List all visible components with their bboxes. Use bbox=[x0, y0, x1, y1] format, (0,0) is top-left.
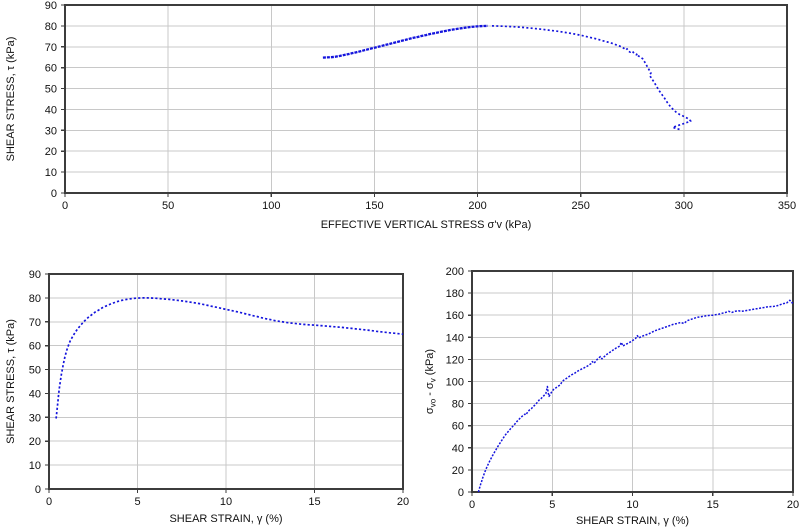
y-tick-label: 60 bbox=[452, 421, 464, 433]
stress-strain-chart: 0 5 10 15 20 0 10 20 30 40 50 60 70 80 90 SHEAR STRAIN,… bbox=[5, 269, 409, 525]
post-peak-path bbox=[491, 25, 692, 131]
y-tick-label: 0 bbox=[35, 484, 41, 496]
x-tick-label: 5 bbox=[549, 499, 555, 511]
stress-strain-chart-x-axis-label: SHEAR STRAIN, γ (%) bbox=[169, 513, 282, 525]
x-tick-label: 0 bbox=[46, 496, 52, 508]
y-tick-label: 90 bbox=[29, 269, 41, 281]
loading-path bbox=[322, 24, 488, 59]
x-tick-label: 100 bbox=[262, 200, 280, 212]
y-tick-label: 140 bbox=[446, 332, 464, 344]
tick-marks bbox=[468, 270, 794, 496]
x-tick-label: 10 bbox=[220, 496, 232, 508]
y-tick-label: 50 bbox=[45, 84, 57, 96]
x-tick-label: 15 bbox=[707, 499, 719, 511]
x-tick-label: 50 bbox=[162, 200, 174, 212]
x-tick-label: 150 bbox=[365, 200, 383, 212]
vertical-stress-change-chart-y-axis-label: σvo​ - σv​ (kPa) bbox=[424, 349, 438, 414]
y-tick-label: 100 bbox=[446, 377, 464, 389]
y-tick-label: 80 bbox=[45, 21, 57, 33]
y-tick-label: 40 bbox=[45, 104, 57, 116]
y-tick-label: 50 bbox=[29, 365, 41, 377]
stress-path-chart-y-axis-label: SHEAR STRESS, τ (kPa) bbox=[5, 37, 17, 162]
y-tick-label: 10 bbox=[45, 167, 57, 179]
y-tick-label: 200 bbox=[446, 266, 464, 278]
stress-path-chart: 0 50 100 150 200 250 300 350 0 10 20 30 40 50 60 70 80 90… bbox=[5, 0, 796, 231]
y-tick-label: 30 bbox=[29, 412, 41, 424]
y-tick-label: 70 bbox=[45, 42, 57, 54]
y-tick-label: 0 bbox=[458, 487, 464, 499]
y-tick-label: 20 bbox=[29, 436, 41, 448]
x-tick-label: 350 bbox=[778, 200, 796, 212]
x-tick-label: 20 bbox=[397, 496, 409, 508]
gridlines bbox=[49, 274, 403, 489]
stress-path-chart-x-axis-label: EFFECTIVE VERTICAL STRESS σ'v (kPa) bbox=[321, 219, 532, 231]
y-tick-label: 90 bbox=[45, 0, 57, 12]
x-tick-label: 0 bbox=[62, 200, 68, 212]
plot-frame bbox=[64, 4, 788, 194]
y-tick-label: 60 bbox=[45, 63, 57, 75]
tick-marks bbox=[61, 4, 788, 197]
gridlines bbox=[472, 271, 793, 492]
x-tick-label: 10 bbox=[626, 499, 638, 511]
x-tick-label: 300 bbox=[675, 200, 693, 212]
shear-stress-curve bbox=[55, 297, 404, 419]
x-tick-label: 20 bbox=[787, 499, 799, 511]
y-tick-label: 30 bbox=[45, 125, 57, 137]
vertical-stress-change-chart-x-axis-label: SHEAR STRAIN, γ (%) bbox=[576, 515, 689, 527]
y-tick-label: 20 bbox=[452, 465, 464, 477]
y-tick-label: 80 bbox=[29, 293, 41, 305]
y-tick-label: 120 bbox=[446, 354, 464, 366]
y-tick-label: 60 bbox=[29, 341, 41, 353]
x-tick-label: 250 bbox=[572, 200, 590, 212]
gridlines bbox=[65, 5, 787, 193]
y-tick-label: 0 bbox=[51, 188, 57, 200]
y-tick-label: 40 bbox=[29, 388, 41, 400]
x-tick-label: 5 bbox=[134, 496, 140, 508]
y-tick-label: 40 bbox=[452, 443, 464, 455]
y-tick-label: 10 bbox=[29, 460, 41, 472]
x-tick-label: 15 bbox=[308, 496, 320, 508]
y-tick-label: 80 bbox=[452, 399, 464, 411]
stress-strain-chart-y-axis-label: SHEAR STRESS, τ (kPa) bbox=[5, 319, 17, 444]
y-tick-label: 160 bbox=[446, 310, 464, 322]
y-tick-label: 180 bbox=[446, 288, 464, 300]
x-tick-label: 200 bbox=[468, 200, 486, 212]
tick-marks bbox=[45, 273, 404, 493]
y-tick-label: 70 bbox=[29, 317, 41, 329]
y-tick-label: 20 bbox=[45, 146, 57, 158]
vertical-stress-change-chart: 0 5 10 15 20020406080100120140160180200SHEAR… bbox=[424, 266, 799, 527]
x-tick-label: 0 bbox=[469, 499, 475, 511]
stress-change-curve bbox=[477, 299, 794, 493]
